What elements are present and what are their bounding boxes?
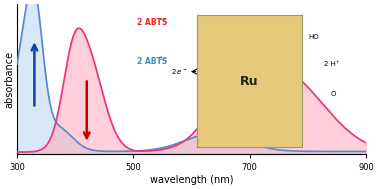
- Text: Ru: Ru: [240, 75, 259, 88]
- Text: HO: HO: [308, 34, 319, 40]
- Text: 2−: 2−: [158, 56, 167, 61]
- X-axis label: wavelength (nm): wavelength (nm): [150, 175, 233, 185]
- Y-axis label: absorbance: absorbance: [4, 50, 14, 108]
- Text: O: O: [331, 91, 336, 97]
- Text: •−: •−: [158, 17, 167, 22]
- Text: 2 ABTS: 2 ABTS: [137, 57, 167, 66]
- Text: $2\,e^-$: $2\,e^-$: [170, 67, 187, 76]
- Text: 2 ABTS: 2 ABTS: [137, 18, 167, 27]
- Text: 2 H⁺: 2 H⁺: [324, 61, 340, 67]
